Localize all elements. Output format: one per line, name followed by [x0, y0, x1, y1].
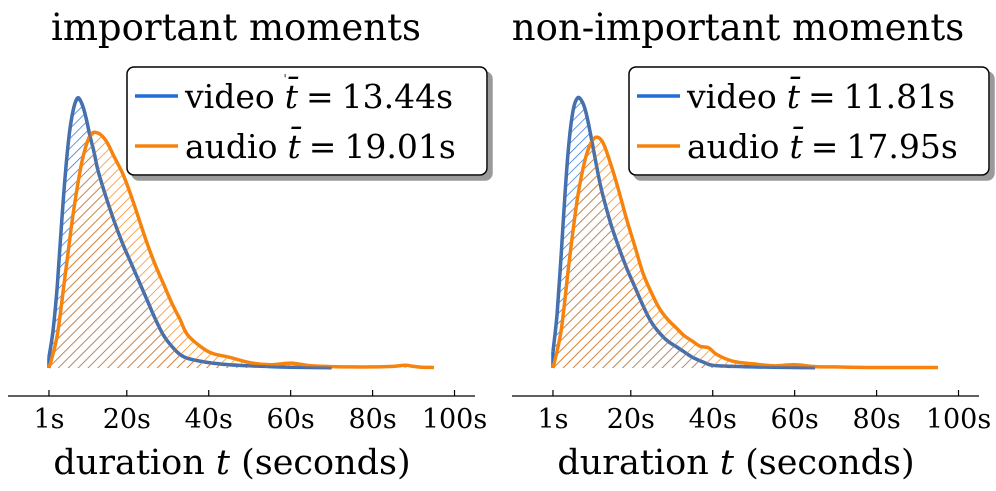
legend: video t̄ = 13.44s audio t̄ = 19.01s	[126, 66, 488, 176]
legend-label-audio: audio	[687, 127, 779, 166]
legend-stat-video: 11.81s	[844, 77, 955, 116]
legend-label-video: video	[686, 77, 777, 116]
x-tick-label: 20s	[103, 404, 151, 435]
x-tick-label: 40s	[689, 404, 737, 435]
legend-label-audio: audio	[185, 127, 277, 166]
series-layer	[551, 95, 938, 370]
series-line-video-overlap	[551, 96, 816, 369]
x-axis-label: duration t (seconds)	[557, 443, 914, 483]
x-tick-label: 1s	[537, 404, 568, 435]
legend-entry-video: video t̄ = 11.81s	[686, 75, 955, 116]
legend-entry-video: video t̄ = 13.44s	[184, 75, 453, 116]
legend-box	[126, 66, 488, 176]
legend-entry-audio: audio t̄ = 17.95s	[687, 125, 958, 166]
panel-non-important: non-important moments 1s 20s 40s 60s 80s 100s…	[512, 6, 991, 483]
legend-stat-video: 13.44s	[342, 77, 453, 116]
legend: video t̄ = 11.81s audio t̄ = 17.95s	[628, 66, 990, 176]
area-audio	[553, 137, 938, 368]
x-axis-label-var: t	[720, 443, 735, 483]
x-axis-label: duration t (seconds)	[53, 443, 410, 483]
legend-box	[628, 66, 990, 176]
x-tick-label: 80s	[852, 404, 900, 435]
chart-title: important moments	[51, 6, 421, 49]
legend-eq-video: =	[306, 77, 334, 116]
x-tick-label: 20s	[607, 404, 655, 435]
series-layer	[47, 96, 435, 370]
legend-eq-audio: =	[811, 127, 839, 166]
legend-tbar-audio: t̄	[287, 125, 301, 166]
x-tick-label: 100s	[926, 404, 991, 435]
x-tick-label: 40s	[185, 404, 233, 435]
series-line-audio	[551, 135, 938, 370]
chart-title: non-important moments	[512, 6, 964, 49]
series-line-video-overlap	[47, 96, 332, 369]
legend-label-video: video	[184, 77, 275, 116]
panel-important: important moments 1s 20s 40s 60s 80s 100s dur…	[8, 6, 488, 483]
x-ticks: 1s 20s 40s 60s 80s 100s	[33, 390, 487, 435]
x-tick-label: 100s	[422, 404, 487, 435]
x-axis-label-pre: duration	[557, 443, 720, 483]
legend-eq-video: =	[808, 77, 836, 116]
x-axis-label-pre: duration	[53, 443, 216, 483]
legend-tbar-video: t̄	[787, 75, 801, 116]
legend-stat-audio: 19.01s	[344, 127, 455, 166]
x-tick-label: 1s	[33, 404, 64, 435]
legend-stat-audio: 17.95s	[846, 127, 957, 166]
x-axis-label-var: t	[216, 443, 231, 483]
x-tick-label: 60s	[267, 404, 315, 435]
legend-entry-audio: audio t̄ = 19.01s	[185, 125, 456, 166]
legend-tbar-audio: t̄	[789, 125, 803, 166]
legend-tbar-video: t̄	[285, 75, 299, 116]
area-audio	[49, 132, 434, 368]
x-tick-label: 80s	[348, 404, 396, 435]
x-ticks: 1s 20s 40s 60s 80s 100s	[537, 390, 991, 435]
legend-eq-audio: =	[309, 127, 337, 166]
x-axis-label-post: (seconds)	[734, 443, 915, 483]
x-tick-label: 60s	[771, 404, 819, 435]
x-axis-label-post: (seconds)	[230, 443, 411, 483]
